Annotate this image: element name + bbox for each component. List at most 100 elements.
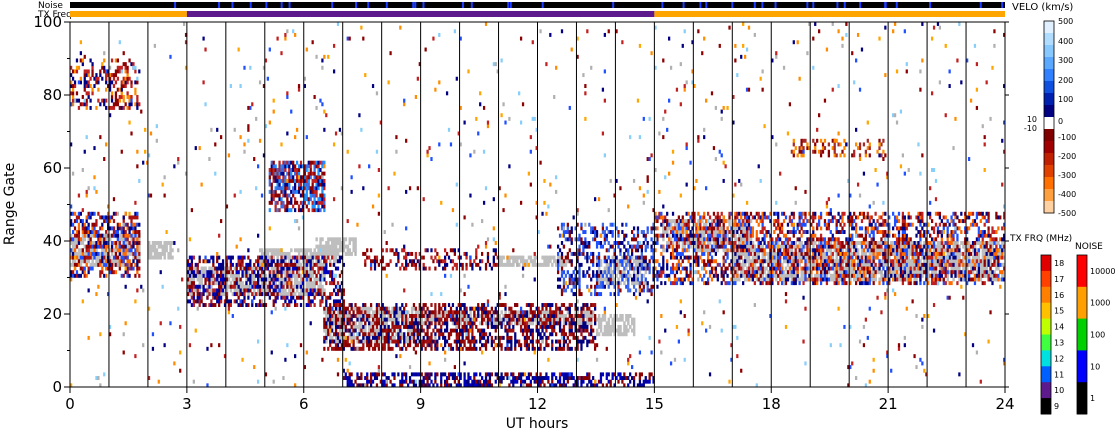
ground-scatter-cell (868, 248, 872, 253)
ground-scatter-cell (531, 259, 535, 264)
velocity-point (225, 299, 229, 304)
velocity-point (274, 295, 277, 300)
ground-scatter-cell (864, 270, 868, 275)
ground-scatter-cell (313, 281, 316, 286)
ground-scatter-cell (81, 241, 85, 245)
ground-scatter-cell (270, 273, 274, 278)
velocity-point (77, 262, 81, 267)
ground-scatter-cell (406, 335, 410, 340)
ground-scatter-cell (995, 262, 998, 267)
ground-scatter-cell (753, 255, 757, 260)
ground-scatter-cell (615, 314, 618, 318)
ground-scatter-cell (136, 233, 139, 238)
velocity-point (292, 270, 295, 275)
velocity-point (360, 317, 363, 322)
ground-scatter-cell (482, 314, 486, 318)
velocity-point (130, 95, 133, 99)
velocity-point (132, 251, 135, 256)
ground-scatter-cell (399, 314, 402, 318)
ground-scatter-cell (562, 321, 566, 326)
velocity-point (387, 335, 390, 340)
ground-scatter-cell (108, 255, 112, 260)
ground-scatter-cell (831, 262, 835, 267)
velocity-point (334, 284, 338, 289)
ground-scatter-cell (332, 237, 336, 242)
ground-scatter-cell (453, 314, 457, 318)
velocity-point (108, 259, 112, 264)
ground-scatter-cell (613, 281, 616, 286)
ground-scatter-cell (636, 273, 640, 278)
ground-scatter-cell (946, 262, 950, 267)
velocity-point (342, 317, 345, 322)
ground-scatter-cell (880, 248, 883, 253)
ground-scatter-cell (288, 284, 291, 289)
velocity-point (71, 95, 75, 99)
ground-scatter-cell (202, 266, 205, 271)
velocity-point (292, 160, 295, 165)
velocity-point (305, 175, 308, 180)
velocity-point (323, 255, 326, 260)
velocity-point (299, 255, 303, 260)
ground-scatter-cell (675, 226, 679, 231)
ground-scatter-cell (315, 288, 318, 293)
velocity-point (198, 303, 201, 307)
ground-scatter-cell (786, 244, 790, 249)
ground-scatter-cell (662, 230, 665, 234)
ground-scatter-cell (743, 255, 747, 260)
ground-scatter-cell (613, 332, 616, 337)
ground-scatter-cell (802, 277, 805, 282)
ground-scatter-cell (147, 248, 151, 253)
ground-scatter-cell (112, 248, 116, 253)
ground-scatter-cell (712, 233, 716, 238)
velocity-point (204, 288, 207, 293)
ground-scatter-cell (808, 241, 811, 245)
velocity-point (340, 295, 344, 300)
velocity-point (212, 303, 215, 307)
ground-scatter-cell (352, 244, 355, 249)
ground-scatter-cell (878, 241, 881, 245)
ground-scatter-cell (642, 273, 646, 278)
velocity-point (93, 255, 96, 260)
ground-scatter-cell (962, 259, 965, 264)
velocity-point (272, 168, 275, 172)
ground-scatter-cell (331, 244, 334, 249)
ground-scatter-cell (999, 248, 1002, 253)
ground-scatter-cell (325, 332, 328, 337)
ground-scatter-cell (932, 270, 936, 275)
ground-scatter-cell (932, 255, 936, 260)
velocity-point (307, 197, 310, 202)
ground-scatter-cell (157, 251, 161, 256)
ground-scatter-cell (794, 241, 798, 245)
ground-scatter-cell (989, 255, 992, 260)
ground-scatter-cell (294, 273, 297, 278)
velocity-point (130, 233, 133, 238)
ground-scatter-cell (899, 277, 903, 282)
ground-scatter-cell (901, 262, 905, 267)
ground-scatter-cell (909, 262, 912, 267)
velocity-point (93, 251, 96, 256)
ground-scatter-cell (989, 273, 992, 278)
velocity-point (368, 346, 371, 351)
ground-scatter-cell (979, 270, 983, 275)
ground-scatter-cell (91, 248, 94, 253)
ground-scatter-cell (621, 317, 624, 322)
ground-scatter-cell (890, 270, 893, 275)
ground-scatter-cell (782, 273, 786, 278)
velocity-point (342, 332, 345, 337)
velocity-point (268, 295, 271, 300)
velocity-point (118, 251, 121, 256)
velocity-point (85, 262, 88, 267)
ground-scatter-cell (753, 262, 757, 267)
ground-scatter-cell (765, 277, 768, 282)
velocity-point (342, 339, 345, 344)
ground-scatter-cell (634, 266, 638, 271)
velocity-point (319, 292, 322, 297)
velocity-point (280, 171, 283, 176)
ground-scatter-cell (742, 251, 745, 256)
velocity-point (274, 186, 277, 191)
velocity-point (305, 270, 308, 275)
ground-scatter-cell (950, 266, 953, 271)
velocity-point (383, 335, 386, 340)
velocity-point (71, 251, 75, 256)
velocity-point (235, 292, 238, 297)
